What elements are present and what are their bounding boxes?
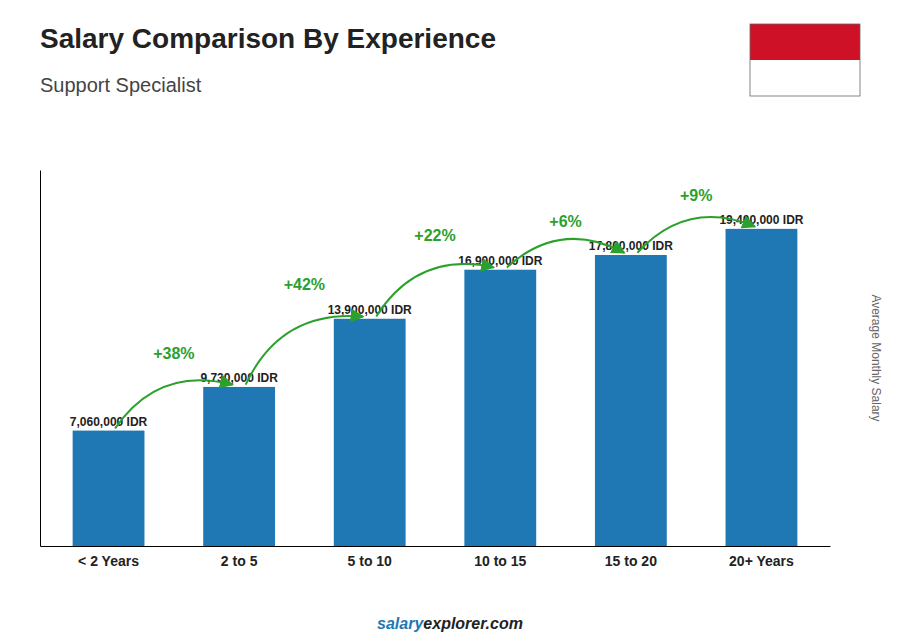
x-tick-label: 10 to 15 — [474, 553, 526, 569]
x-tick-label: < 2 Years — [78, 553, 139, 569]
value-label: 7,060,000 IDR — [70, 415, 148, 429]
flag-red — [750, 24, 860, 60]
x-axis: < 2 Years 2 to 5 5 to 10 10 to 15 15 to 20 20… — [41, 546, 831, 569]
data-labels: 7,060,000 IDR 9,730,000 IDR 13,900,000 IDR… — [70, 213, 804, 429]
bar — [334, 319, 406, 546]
footer-part: salary — [377, 615, 424, 632]
x-tick: 10 to 15 — [474, 546, 526, 569]
x-tick-label: 5 to 10 — [348, 553, 393, 569]
change-arrow — [115, 380, 233, 428]
bar — [73, 431, 145, 546]
bar — [464, 270, 536, 546]
x-axis-line — [41, 546, 831, 547]
change-annotations: +38% +42% +22% +6% +9% — [115, 187, 755, 429]
plot-area: < 2 Years 2 to 5 5 to 10 10 to 15 15 to 20 20… — [41, 171, 831, 569]
flag — [750, 24, 860, 96]
flag-border — [750, 24, 860, 96]
change-label: +6% — [549, 213, 581, 230]
footer: salaryexplorer.com — [377, 615, 523, 632]
x-tick: < 2 Years — [78, 546, 139, 569]
change-label: +22% — [414, 227, 455, 244]
x-tick: 5 to 10 — [348, 546, 393, 569]
subtitle: Support Specialist — [40, 74, 202, 96]
change-label: +9% — [680, 187, 712, 204]
footer-part: explorer.com — [423, 615, 523, 632]
x-tick: 20+ Years — [729, 546, 794, 569]
y-axis — [40, 171, 41, 547]
change-arrow — [637, 217, 755, 253]
change-label: +42% — [284, 276, 325, 293]
title: Salary Comparison By Experience — [40, 23, 496, 54]
x-tick-label: 20+ Years — [729, 553, 794, 569]
change-arrow — [507, 239, 625, 268]
x-tick-label: 2 to 5 — [221, 553, 258, 569]
x-tick: 2 to 5 — [221, 546, 258, 569]
bar — [203, 387, 275, 546]
y-axis-line — [40, 171, 41, 547]
flag-white — [750, 60, 860, 96]
x-tick-label: 15 to 20 — [605, 553, 657, 569]
x-tick: 15 to 20 — [605, 546, 657, 569]
chart: < 2 Years 2 to 5 5 to 10 10 to 15 15 to 20 20… — [0, 0, 900, 641]
change-arrow — [246, 316, 364, 385]
value-label: 9,730,000 IDR — [200, 371, 278, 385]
value-label: 16,900,000 IDR — [458, 254, 542, 268]
bar — [726, 229, 798, 546]
change-arrow — [376, 264, 494, 316]
y-axis-title: Average Monthly Salary — [869, 294, 883, 421]
value-label: 17,800,000 IDR — [589, 239, 673, 253]
bar — [595, 255, 667, 546]
change-label: +38% — [153, 345, 194, 362]
bars — [73, 229, 798, 546]
value-label: 13,900,000 IDR — [328, 303, 412, 317]
